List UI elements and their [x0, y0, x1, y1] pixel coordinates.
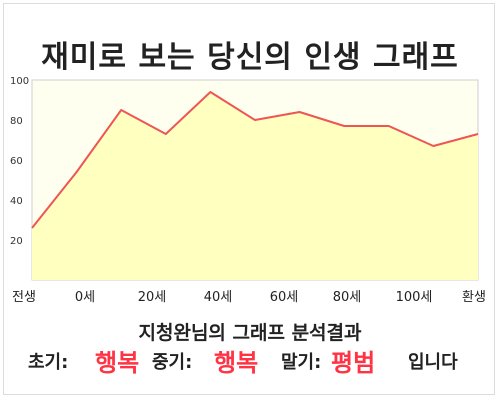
- y-tick-label-80: 80: [10, 116, 23, 127]
- early-value: 행복: [95, 349, 140, 377]
- y-tick-label-40: 40: [10, 196, 23, 207]
- chart-frame: [3, 3, 495, 395]
- page-title: 재미로 보는 당신의 인생 그래프: [41, 40, 459, 75]
- analysis-result: 초기: 행복 중기: 행복 말기: 평범 입니다: [0, 346, 500, 380]
- x-tick-label-6: 100세: [396, 290, 433, 305]
- mid-value: 행복: [214, 349, 259, 377]
- y-tick-label-20: 20: [10, 236, 23, 247]
- late-value: 평범: [331, 349, 376, 377]
- analysis-title: 지청완님의 그래프 분석결과: [138, 322, 362, 344]
- mid-label: 중기:: [152, 352, 193, 373]
- result-ending: 입니다: [408, 352, 458, 373]
- x-axis-ticks: 전생 0세 20세 40세 60세 80세 100세 환생: [12, 290, 486, 305]
- x-tick-label-7: 환생: [462, 290, 486, 305]
- late-label: 말기:: [281, 352, 322, 373]
- early-label: 초기:: [28, 352, 69, 373]
- y-axis-ticks: 20 40 60 80 100: [10, 76, 29, 247]
- x-tick-label-3: 40세: [204, 290, 233, 305]
- x-tick-label-5: 80세: [333, 290, 362, 305]
- x-tick-label-0: 전생: [12, 290, 36, 305]
- x-tick-label-1: 0세: [75, 290, 95, 305]
- y-tick-label-100: 100: [10, 76, 29, 87]
- y-tick-label-60: 60: [10, 156, 23, 167]
- x-tick-label-4: 60세: [270, 290, 299, 305]
- life-area-fill: [32, 92, 478, 280]
- x-tick-label-2: 20세: [138, 290, 167, 305]
